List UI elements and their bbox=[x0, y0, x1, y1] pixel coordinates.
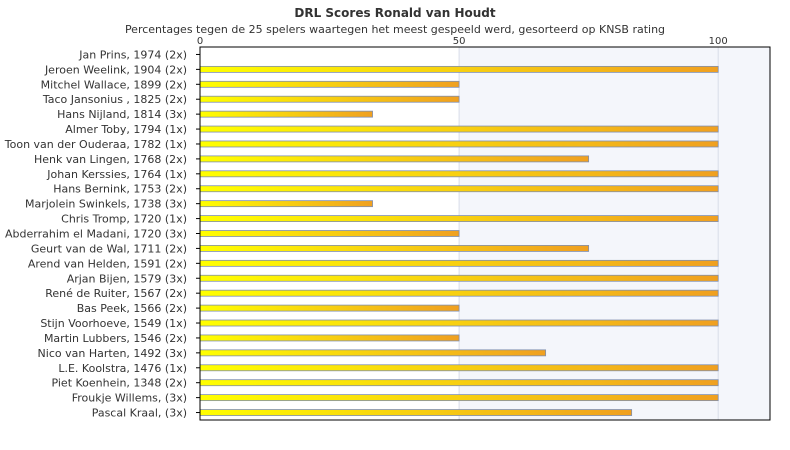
bar bbox=[199, 170, 719, 178]
category-label: Almer Toby, 1794 (1x) bbox=[65, 123, 187, 136]
category-label: Hans Bernink, 1753 (2x) bbox=[53, 183, 187, 196]
bar bbox=[199, 125, 719, 133]
bar bbox=[199, 95, 460, 103]
bar bbox=[199, 259, 719, 267]
bar bbox=[199, 140, 719, 148]
plot-frame bbox=[199, 46, 771, 421]
category-label: Jeroen Weelink, 1904 (2x) bbox=[44, 63, 187, 76]
category-label: Geurt van de Wal, 1711 (2x) bbox=[31, 242, 187, 255]
bar bbox=[199, 110, 373, 118]
bar bbox=[199, 230, 460, 237]
bar bbox=[199, 319, 719, 327]
category-label: Toon van der Ouderaa, 1782 (1x) bbox=[4, 138, 187, 151]
bar bbox=[199, 409, 633, 416]
bar bbox=[199, 289, 719, 297]
category-label: Chris Tromp, 1720 (1x) bbox=[61, 213, 187, 226]
category-label: Hans Nijland, 1814 (3x) bbox=[57, 108, 187, 121]
category-label: Johan Kerssies, 1764 (1x) bbox=[46, 168, 187, 181]
category-label: Pascal Kraal, (3x) bbox=[92, 407, 187, 420]
chart-subtitle: Percentages tegen de 25 spelers waartege… bbox=[125, 23, 665, 36]
bar bbox=[199, 65, 719, 73]
category-label: Abderrahim el Madani, 1720 (3x) bbox=[5, 228, 187, 241]
category-label: René de Ruiter, 1567 (2x) bbox=[45, 287, 187, 300]
bar bbox=[199, 349, 547, 357]
x-tick-label: 100 bbox=[709, 36, 728, 47]
bar bbox=[199, 155, 590, 163]
bar bbox=[199, 185, 719, 193]
category-label: Nico van Harten, 1492 (3x) bbox=[38, 347, 187, 360]
category-label: Arjan Bijen, 1579 (3x) bbox=[67, 272, 187, 285]
category-label: Mitchel Wallace, 1899 (2x) bbox=[41, 78, 187, 91]
bar bbox=[199, 394, 719, 402]
category-label: Marjolein Swinkels, 1738 (3x) bbox=[25, 198, 187, 211]
category-label: Piet Koenhein, 1348 (2x) bbox=[51, 377, 187, 390]
category-label: Henk van Lingen, 1768 (2x) bbox=[34, 153, 187, 166]
category-label: Arend van Helden, 1591 (2x) bbox=[28, 257, 187, 270]
bar bbox=[199, 200, 373, 208]
plot-band bbox=[459, 47, 770, 420]
bar bbox=[199, 304, 460, 312]
bar bbox=[199, 334, 460, 342]
category-label: Jan Prins, 1974 (2x) bbox=[78, 48, 187, 61]
category-label: Froukje Willems, (3x) bbox=[72, 392, 187, 405]
bar bbox=[199, 80, 460, 88]
x-tick-label: 0 bbox=[197, 36, 203, 47]
bar bbox=[199, 215, 719, 222]
category-label: Taco Jansonius , 1825 (2x) bbox=[42, 93, 187, 106]
bar bbox=[199, 274, 719, 282]
x-tick-label: 50 bbox=[453, 36, 466, 47]
category-label: Stijn Voorhoeve, 1549 (1x) bbox=[40, 317, 187, 330]
chart-title: DRL Scores Ronald van Houdt bbox=[294, 6, 495, 20]
bar bbox=[199, 379, 719, 387]
category-label: Bas Peek, 1566 (2x) bbox=[77, 302, 187, 315]
bar bbox=[199, 364, 719, 372]
category-label: Martin Lubbers, 1546 (2x) bbox=[44, 332, 187, 345]
plot-area: 0 50 100 Jan Prins, 1974 (2x) Jeroen Weelink… bbox=[4, 36, 771, 421]
bar bbox=[199, 245, 590, 252]
category-label: L.E. Koolstra, 1476 (1x) bbox=[58, 362, 187, 375]
